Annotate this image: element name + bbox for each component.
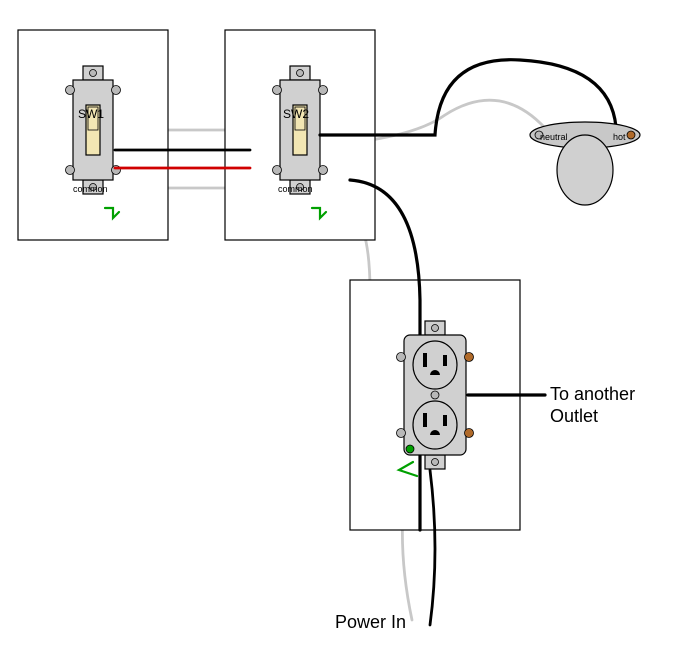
outlet-mount-screw-bot [432,459,439,466]
switch-2-screw-1 [319,86,328,95]
bulb-neutral-label: neutral [540,132,568,142]
switch-2-screw-2 [273,166,282,175]
outlet-screw-2 [465,353,474,362]
outlet-screw-3 [465,429,474,438]
switch-1-common-label: common [73,184,108,194]
label-outlet: Outlet [550,406,598,426]
switch-1-label: SW1 [78,107,104,121]
receptacle-top[interactable] [413,341,457,389]
outlet-center-screw [431,391,439,399]
bulb-hot-label: hot [613,132,626,142]
receptacle-top-slot-l [423,353,427,367]
switch-1-screw-2 [66,166,75,175]
switch-2-mount-screw-top [297,70,304,77]
label-to-another: To another [550,384,635,404]
receptacle-top-slot-r [443,355,447,366]
outlet-mount-screw-top [432,325,439,332]
switch-1-screw-0 [66,86,75,95]
bulb-glass [557,135,613,205]
switch-2-screw-3 [319,166,328,175]
receptacle-bottom-slot-l [423,413,427,427]
label-power-in: Power In [335,612,406,632]
outlet-screw-1 [397,429,406,438]
switch-1-mount-screw-top [90,70,97,77]
bulb-hot-terminal [627,131,635,139]
switch-2-screw-0 [273,86,282,95]
receptacle-bottom[interactable] [413,401,457,449]
outlet-screw-0 [397,353,406,362]
switch-2-common-label: common [278,184,313,194]
switch-1-screw-1 [112,86,121,95]
switch-2-label: SW2 [283,107,309,121]
outlet-ground-screw [406,445,414,453]
receptacle-bottom-slot-r [443,415,447,426]
